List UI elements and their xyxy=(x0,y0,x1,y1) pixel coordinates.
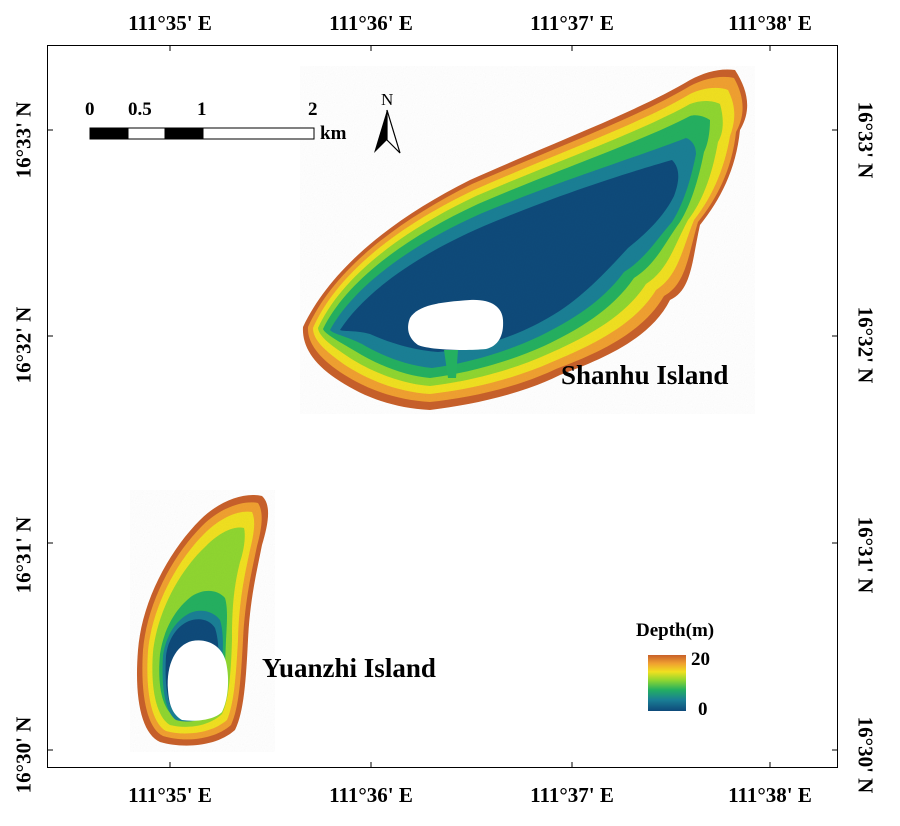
top-lon-label-38: 111°38' E xyxy=(728,11,812,35)
scale-tick-0-5: 0.5 xyxy=(128,99,152,120)
shanhu-island-label: Shanhu Island xyxy=(561,360,729,390)
bottom-lon-label-35: 111°35' E xyxy=(128,783,212,807)
scale-tick-0: 0 xyxy=(85,99,95,120)
bottom-lon-label-38: 111°38' E xyxy=(728,783,812,807)
legend-color-ramp xyxy=(648,655,686,711)
scale-tick-1: 1 xyxy=(197,99,207,120)
legend-min-value: 0 xyxy=(698,699,708,720)
top-lon-label-35: 111°35' E xyxy=(128,11,212,35)
scale-tick-2: 2 xyxy=(308,99,318,120)
north-label: N xyxy=(381,90,394,109)
yuanzhi-land xyxy=(167,640,229,721)
shanhu-channel xyxy=(444,350,458,378)
top-lon-label-36: 111°36' E xyxy=(329,11,413,35)
bottom-lon-label-36: 111°36' E xyxy=(329,783,413,807)
legend-max-value: 20 xyxy=(691,649,710,670)
graticule-ticks xyxy=(47,45,838,768)
scale-bar xyxy=(89,127,315,140)
north-arrow-icon xyxy=(374,109,401,154)
top-lon-label-37: 111°37' E xyxy=(530,11,614,35)
scale-unit: km xyxy=(320,123,347,144)
shanhu-land xyxy=(408,299,504,350)
bottom-lon-label-37: 111°37' E xyxy=(530,783,614,807)
legend-title: Depth(m) xyxy=(636,620,715,641)
yuanzhi-island-label: Yuanzhi Island xyxy=(262,653,436,683)
